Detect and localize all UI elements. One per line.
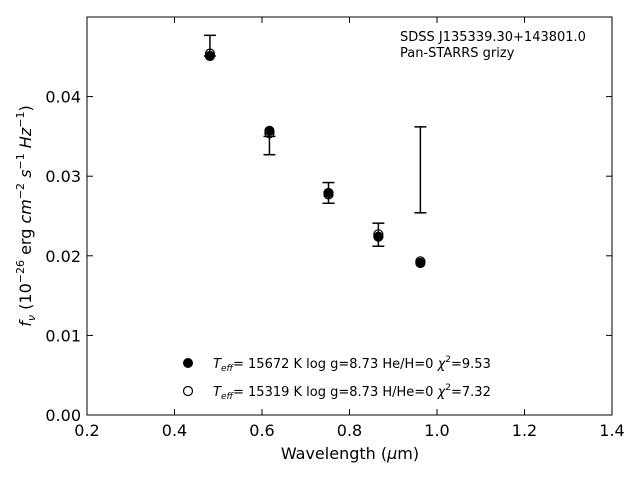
plot-area bbox=[86, 16, 613, 416]
point-open bbox=[373, 229, 384, 240]
y-tick-label: 0.03 bbox=[45, 167, 81, 186]
x-tick-label: 1.0 bbox=[424, 421, 449, 440]
legend-marker-open bbox=[182, 385, 194, 397]
y-tick-label: 0.04 bbox=[45, 88, 81, 107]
axis-ticks bbox=[86, 17, 613, 416]
object-name-annotation: SDSS J135339.30+143801.0 bbox=[400, 30, 586, 45]
legend: Teff= 15672 K log g=8.73 He/H=0 χ2=9.53 … bbox=[182, 355, 491, 402]
x-tick-label: 0.4 bbox=[162, 421, 187, 440]
legend-entry-1: Teff= 15672 K log g=8.73 He/H=0 χ2=9.53 bbox=[213, 355, 491, 374]
point-open bbox=[204, 48, 216, 59]
x-tick-label: 1.4 bbox=[599, 421, 624, 440]
point-open bbox=[323, 189, 334, 200]
y-tick-label: 0.00 bbox=[45, 406, 81, 425]
x-axis-label: Wavelength (μm) bbox=[281, 444, 419, 463]
y-tick-label: 0.01 bbox=[45, 326, 81, 345]
y-axis-label: fν (10−26 erg cm−2 s−1 Hz−1) bbox=[14, 105, 38, 326]
legend-entry-2: Teff= 15319 K log g=8.73 H/He=0 χ2=7.32 bbox=[213, 383, 491, 402]
x-tick-label: 0.8 bbox=[337, 421, 362, 440]
x-tick-label: 0.6 bbox=[249, 421, 274, 440]
y-tick-label: 0.02 bbox=[45, 247, 81, 266]
x-tick-label: 1.2 bbox=[512, 421, 537, 440]
point-open bbox=[415, 256, 426, 267]
survey-annotation: Pan-STARRS grizy bbox=[400, 46, 515, 61]
point-open bbox=[264, 128, 275, 139]
x-tick-label: 0.2 bbox=[74, 421, 99, 440]
axis-tick-labels: 0.2 0.4 0.6 0.8 1.0 1.2 1.4 0.00 0.01 0.02 0.03 0.0… bbox=[45, 88, 624, 440]
legend-marker-filled bbox=[183, 358, 193, 368]
model-points bbox=[204, 48, 426, 269]
